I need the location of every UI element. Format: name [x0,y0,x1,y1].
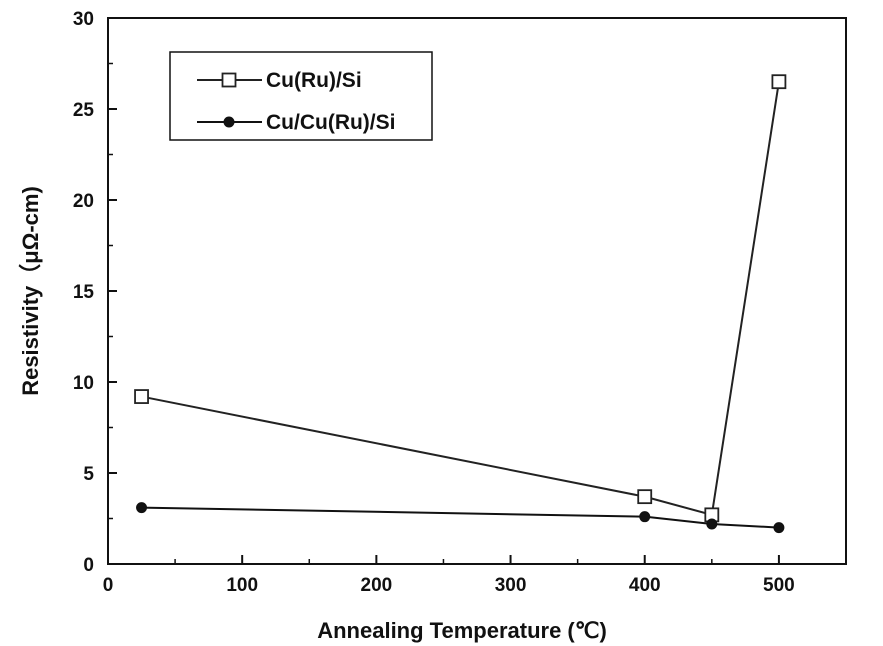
y-axis-title: Resistivity（μΩ-cm) [18,186,43,396]
series-2-point [706,518,718,530]
legend-marker-2 [223,116,235,128]
y-tick-label: 0 [83,555,94,576]
series-1-point [134,389,149,404]
x-tick-label: 0 [103,575,114,596]
x-tick-label: 200 [361,575,393,596]
x-tick-label: 500 [763,575,795,596]
y-axis-ticks: 0 5 10 15 20 25 30 [73,9,117,576]
x-tick-label: 300 [495,575,527,596]
series-layer [134,74,787,534]
y-tick-label: 10 [73,373,94,394]
legend-marker-1 [221,72,237,88]
x-tick-label: 400 [629,575,661,596]
series-2-point [773,522,785,534]
y-tick-label: 20 [73,191,94,212]
x-tick-label: 100 [226,575,258,596]
legend: Cu(Ru)/Si Cu/Cu(Ru)/Si [169,51,433,141]
legend-label-2: Cu/Cu(Ru)/Si [266,111,395,134]
series-2-point [639,511,651,523]
x-axis-ticks: 0 100 200 300 400 500 [103,555,795,596]
series-1-point [771,74,787,90]
x-axis-title: Annealing Temperature (℃) [317,618,607,643]
y-tick-label: 25 [73,100,95,121]
y-tick-label: 15 [73,282,95,303]
series-line-1 [141,81,780,517]
series-2-point [136,502,148,514]
y-tick-label: 30 [73,9,94,30]
legend-label-1: Cu(Ru)/Si [266,69,362,92]
series-1-point [637,489,653,505]
y-tick-label: 5 [83,464,94,485]
legend-items: Cu(Ru)/Si Cu/Cu(Ru)/Si [197,69,395,134]
legend-box [169,51,433,141]
series-line-2 [141,506,779,529]
